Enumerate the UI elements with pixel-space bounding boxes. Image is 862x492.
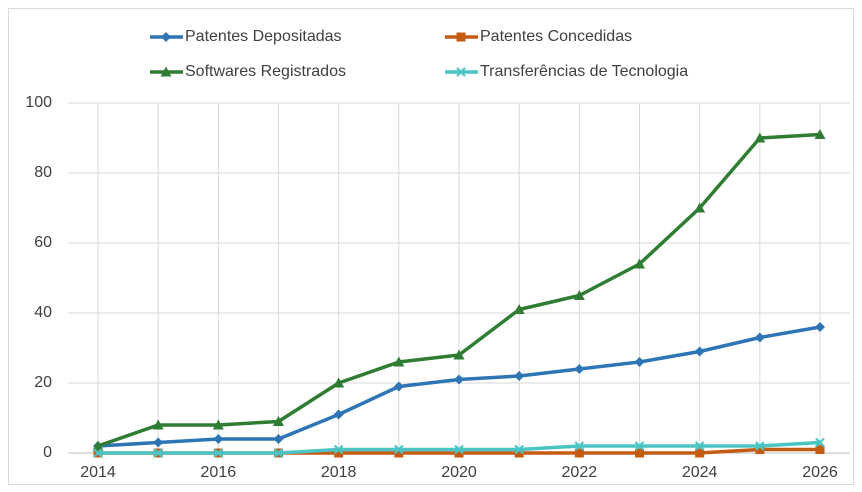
- data-point: [92, 440, 104, 451]
- legend-marker: [456, 32, 466, 42]
- legend-marker: [161, 32, 171, 42]
- data-point: [815, 322, 825, 332]
- data-point: [573, 290, 585, 300]
- y-tick-label: 40: [34, 304, 52, 321]
- data-point: [574, 441, 585, 451]
- data-point: [574, 364, 585, 374]
- data-point: [393, 381, 404, 392]
- data-point: [634, 441, 645, 451]
- data-point: [754, 132, 766, 143]
- data-point: [212, 419, 224, 430]
- data-point: [454, 448, 464, 458]
- data-point: [514, 448, 524, 458]
- data-point: [273, 448, 284, 458]
- data-point: [694, 346, 705, 357]
- data-point: [755, 441, 765, 451]
- data-point: [755, 445, 765, 454]
- data-point: [815, 437, 825, 448]
- data-point: [93, 448, 103, 458]
- data-point: [513, 304, 525, 314]
- legend-label: Patentes Depositadas: [185, 28, 342, 45]
- data-point: [574, 448, 584, 458]
- data-point: [333, 377, 345, 388]
- data-point: [814, 129, 826, 139]
- x-tick-label: 2014: [80, 464, 116, 481]
- y-tick-label: 20: [34, 374, 52, 391]
- data-point: [273, 434, 284, 444]
- y-tick-label: 60: [34, 234, 52, 251]
- x-tick-label: 2026: [802, 464, 838, 481]
- x-tick-label: 2016: [201, 464, 237, 481]
- x-tick-label: 2018: [321, 464, 357, 481]
- y-tick-label: 0: [43, 444, 52, 461]
- data-point: [394, 444, 404, 455]
- legend-label: Patentes Concedidas: [480, 28, 632, 45]
- data-point: [273, 416, 284, 426]
- data-point: [153, 448, 163, 458]
- data-point: [153, 437, 164, 448]
- legend-label: Softwares Registrados: [185, 63, 346, 80]
- x-tick-label: 2022: [562, 464, 598, 481]
- legend-marker: [160, 66, 172, 77]
- data-point: [393, 356, 405, 367]
- legend-label: Transferências de Tecnologia: [480, 63, 688, 80]
- x-tick-label: 2024: [682, 464, 718, 481]
- data-point: [333, 409, 344, 420]
- data-point: [213, 434, 224, 444]
- data-point: [754, 332, 765, 343]
- data-point: [454, 444, 464, 455]
- data-point: [213, 448, 224, 458]
- x-tick-label: 2020: [441, 464, 477, 481]
- data-point: [394, 448, 404, 458]
- data-point: [694, 441, 705, 451]
- data-point: [514, 371, 525, 381]
- data-point: [333, 444, 344, 455]
- y-tick-label: 80: [34, 164, 52, 181]
- data-point: [514, 444, 524, 455]
- data-point: [695, 448, 705, 458]
- data-point: [152, 419, 164, 430]
- data-point: [634, 258, 645, 269]
- data-point: [453, 349, 465, 360]
- chart-frame: [8, 8, 854, 485]
- data-point: [694, 202, 706, 213]
- data-point: [334, 448, 344, 458]
- y-tick-label: 100: [25, 94, 52, 111]
- data-point: [454, 374, 464, 385]
- data-point: [635, 448, 644, 458]
- data-point: [815, 445, 825, 454]
- data-point: [634, 357, 645, 367]
- legend-marker: [456, 67, 466, 77]
